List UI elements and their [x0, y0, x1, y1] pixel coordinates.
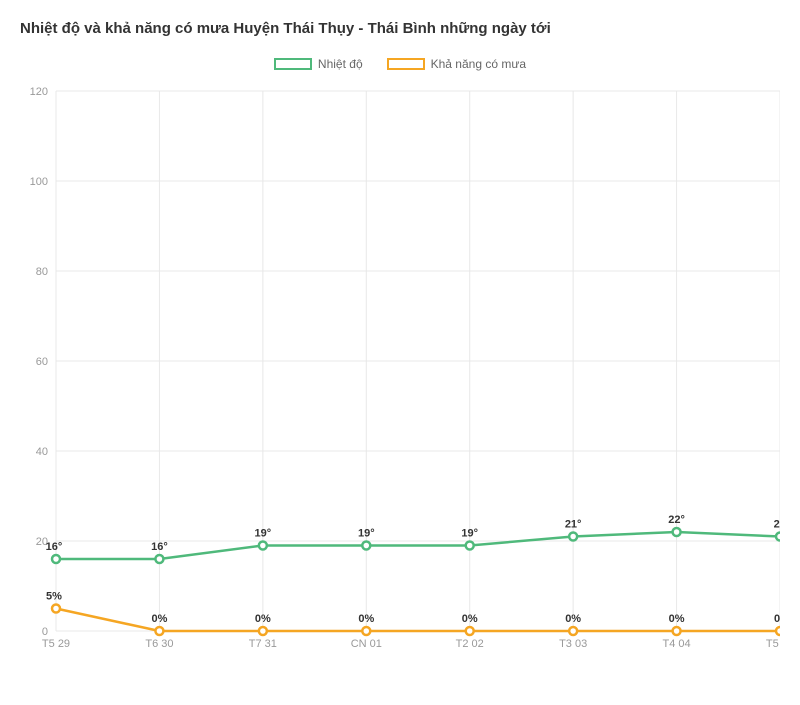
legend-label-rain: Khả năng có mưa: [431, 57, 526, 71]
y-axis-label: 60: [36, 356, 48, 368]
data-label: 21°: [774, 519, 780, 531]
legend-item-temperature: Nhiệt độ: [274, 57, 363, 71]
legend-item-rain: Khả năng có mưa: [387, 57, 526, 71]
data-label: 0%: [669, 613, 685, 625]
series-point: [569, 533, 577, 541]
series-point: [52, 555, 60, 563]
series-point: [776, 533, 780, 541]
data-label: 0%: [462, 613, 478, 625]
weather-chart: Nhiệt độ và khả năng có mưa Huyện Thái T…: [20, 20, 780, 685]
series-point: [776, 627, 780, 635]
x-axis-label: T2 02: [456, 638, 484, 650]
data-label: 0%: [151, 613, 167, 625]
x-axis-label: T5 29: [42, 638, 70, 650]
series-point: [362, 542, 370, 550]
chart-plot-area: 020406080100120T5 29T6 30T7 31CN 01T2 02…: [20, 81, 780, 685]
y-axis-label: 120: [30, 86, 48, 98]
series-point: [466, 542, 474, 550]
data-label: 5%: [46, 591, 62, 603]
series-point: [466, 627, 474, 635]
data-label: 19°: [461, 528, 478, 540]
x-axis-label: T5 05: [766, 638, 780, 650]
x-axis-label: T6 30: [145, 638, 173, 650]
y-axis-label: 0: [42, 626, 48, 638]
x-axis-label: T4 04: [663, 638, 691, 650]
y-axis-label: 100: [30, 176, 48, 188]
data-label: 0%: [358, 613, 374, 625]
x-axis-label: CN 01: [351, 638, 382, 650]
data-label: 16°: [46, 541, 63, 553]
y-axis-label: 80: [36, 266, 48, 278]
legend-swatch-temperature: [274, 58, 312, 70]
legend-swatch-rain: [387, 58, 425, 70]
data-label: 0%: [255, 613, 271, 625]
series-point: [673, 528, 681, 536]
data-label: 0%: [774, 613, 780, 625]
series-point: [362, 627, 370, 635]
data-label: 0%: [565, 613, 581, 625]
series-point: [52, 605, 60, 613]
series-point: [569, 627, 577, 635]
series-point: [155, 627, 163, 635]
series-point: [155, 555, 163, 563]
series-point: [673, 627, 681, 635]
x-axis-label: T3 03: [559, 638, 587, 650]
chart-legend: Nhiệt độ Khả năng có mưa: [20, 57, 780, 71]
data-label: 16°: [151, 541, 168, 553]
legend-label-temperature: Nhiệt độ: [318, 57, 363, 71]
data-label: 22°: [668, 514, 685, 526]
chart-title: Nhiệt độ và khả năng có mưa Huyện Thái T…: [20, 20, 780, 37]
y-axis-label: 40: [36, 446, 48, 458]
x-axis-label: T7 31: [249, 638, 277, 650]
data-label: 21°: [565, 519, 582, 531]
data-label: 19°: [255, 528, 272, 540]
data-label: 19°: [358, 528, 375, 540]
series-point: [259, 627, 267, 635]
series-point: [259, 542, 267, 550]
